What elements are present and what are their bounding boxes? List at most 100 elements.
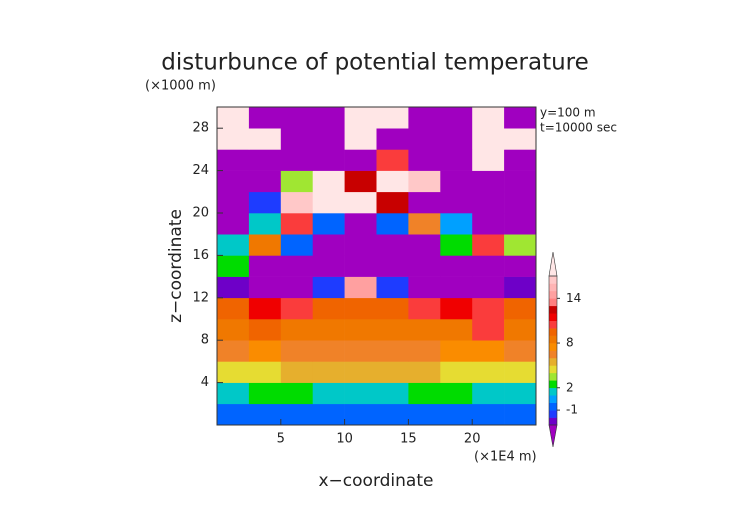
colorbar-segment [549, 387, 557, 396]
cell [248, 191, 282, 214]
colorbar-tick-label: -1 [566, 403, 578, 417]
colorbar-segment [549, 372, 557, 381]
colorbar-segment [549, 395, 557, 403]
cell [280, 213, 313, 235]
cell [344, 234, 377, 256]
cell [472, 128, 505, 150]
cell [504, 107, 537, 129]
cell [504, 403, 537, 426]
cell [472, 191, 505, 214]
cell [408, 191, 441, 214]
cell [248, 255, 282, 277]
cell [408, 340, 441, 362]
colorbar-segment [549, 343, 557, 351]
colorbar-segment [549, 402, 557, 411]
cell [344, 382, 377, 405]
cell [504, 276, 537, 299]
cell [376, 149, 409, 171]
cell [504, 255, 537, 277]
cell [440, 382, 473, 405]
cell [217, 403, 250, 426]
cell [312, 403, 345, 426]
annotation: y=100 m [540, 106, 596, 120]
y-tick-label: 8 [201, 333, 209, 348]
cell [217, 170, 250, 193]
cell [408, 382, 441, 405]
cell [376, 382, 409, 405]
cell [217, 128, 250, 150]
colorbar-segment [549, 298, 557, 307]
cell [312, 149, 345, 171]
cell [344, 255, 377, 277]
plot-frame [216, 106, 537, 426]
cell [344, 361, 377, 383]
cell [312, 107, 345, 129]
cell [217, 191, 250, 214]
cell [376, 361, 409, 383]
cell [280, 128, 313, 150]
cell [312, 297, 345, 320]
cell [504, 149, 537, 171]
cell [472, 403, 505, 426]
cell [248, 382, 282, 405]
cell [312, 319, 345, 341]
cell [280, 340, 313, 362]
cell [248, 297, 282, 320]
cell [472, 234, 505, 256]
cell [504, 170, 537, 193]
cell [217, 107, 250, 129]
cell [376, 340, 409, 362]
cell [408, 361, 441, 383]
y-axis-title: z−coordinate [166, 209, 186, 323]
cell [280, 361, 313, 383]
cell [312, 382, 345, 405]
cell [440, 361, 473, 383]
cell [440, 213, 473, 235]
cell [504, 128, 537, 150]
y-unit: (×1000 m) [145, 79, 216, 94]
cell [248, 319, 282, 341]
cell [408, 149, 441, 171]
cell [248, 361, 282, 383]
colorbar: -1 2 8 14 [548, 251, 581, 448]
colorbar-segment [549, 410, 557, 418]
cell [280, 107, 313, 129]
cell [504, 234, 537, 256]
cell [248, 149, 282, 171]
cell [376, 319, 409, 341]
colorbar-segment [549, 276, 557, 284]
cell [472, 107, 505, 129]
cell [344, 403, 377, 426]
cell [248, 403, 282, 426]
colorbar-segment [549, 320, 557, 329]
cell [217, 213, 250, 235]
cell [217, 340, 250, 362]
cell [408, 276, 441, 299]
cell [440, 234, 473, 256]
cell [440, 319, 473, 341]
cell [440, 297, 473, 320]
cell [217, 361, 250, 383]
cell [312, 276, 345, 299]
cell [248, 340, 282, 362]
cell [248, 128, 282, 150]
cell [280, 149, 313, 171]
cell [344, 340, 377, 362]
cell [312, 255, 345, 277]
colorbar-segment [549, 350, 557, 359]
cell [376, 403, 409, 426]
colorbar-segment [549, 283, 557, 292]
cell [440, 191, 473, 214]
colorbar-segment [549, 417, 557, 426]
colorbar-segment [549, 335, 557, 344]
axes: 5 10 15 20 4 8 12 16 20 24 28 [192, 106, 537, 447]
cell [472, 276, 505, 299]
cell [472, 213, 505, 235]
cell [280, 403, 313, 426]
cell [472, 170, 505, 193]
colorbar-segment [549, 313, 557, 321]
cell [248, 170, 282, 193]
colorbar-segment [549, 328, 557, 336]
cell [472, 149, 505, 171]
cell [440, 128, 473, 150]
